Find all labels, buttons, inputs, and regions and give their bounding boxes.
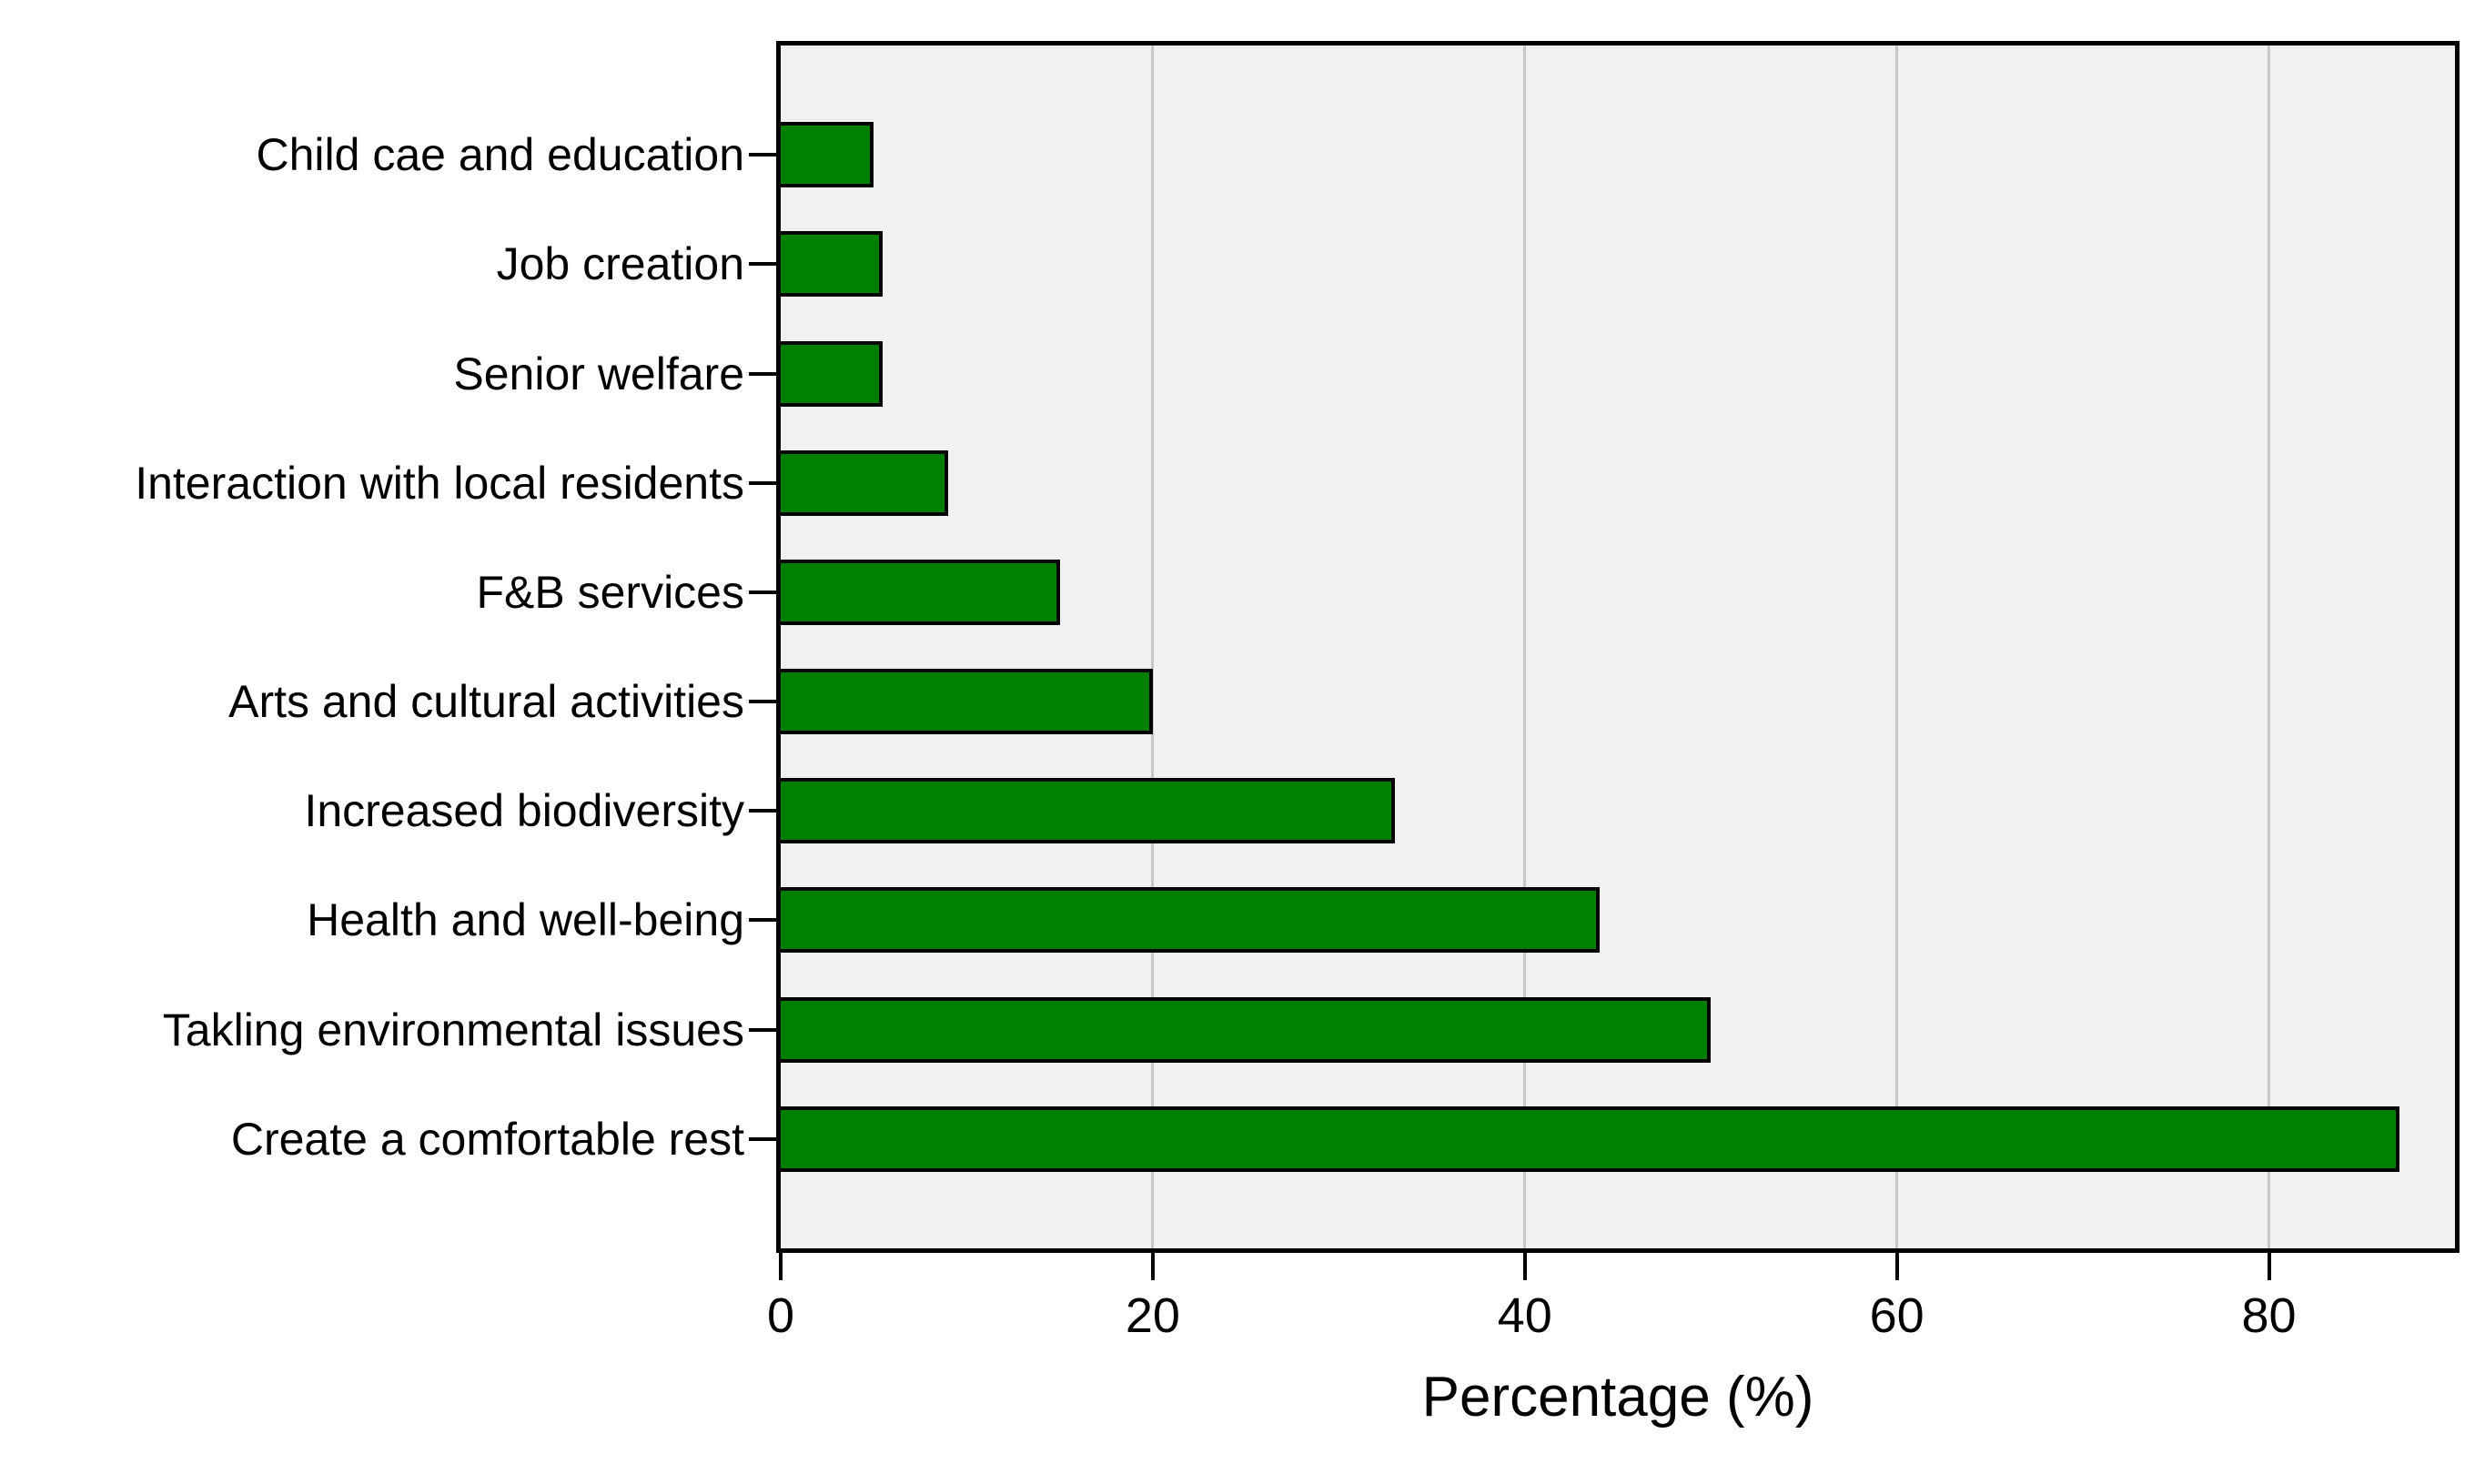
- category-label: Job creation: [496, 238, 744, 290]
- category-label: Arts and cultural activities: [228, 676, 744, 728]
- bar: [781, 231, 884, 298]
- category-label: Create a comfortable rest: [230, 1113, 744, 1165]
- bar: [781, 996, 1712, 1063]
- gridline-40: [1523, 45, 1527, 1248]
- y-tick-mark: [749, 371, 776, 376]
- x-tick-label: 20: [1125, 1288, 1180, 1343]
- bar: [781, 340, 884, 407]
- y-tick-mark: [749, 480, 776, 485]
- x-axis-title: Percentage (%): [1421, 1366, 1814, 1428]
- gridline-60: [1895, 45, 1899, 1248]
- bar: [781, 449, 948, 516]
- x-tick-mark: [1522, 1253, 1527, 1280]
- gridline-20: [1151, 45, 1155, 1248]
- category-label: Increased biodiversity: [304, 785, 744, 837]
- bar: [781, 122, 874, 188]
- y-tick-mark: [749, 1027, 776, 1032]
- bar: [781, 559, 1060, 625]
- y-tick-mark: [749, 1136, 776, 1141]
- x-tick-mark: [2267, 1253, 2271, 1280]
- plot-area: [776, 41, 2460, 1253]
- y-tick-mark: [749, 262, 776, 267]
- x-tick-label: 0: [766, 1288, 795, 1343]
- category-label: Interaction with local residents: [135, 457, 744, 509]
- y-tick-mark: [749, 809, 776, 813]
- bar: [781, 887, 1600, 954]
- category-label: Senior welfare: [453, 348, 744, 399]
- y-tick-mark: [749, 918, 776, 923]
- category-label: Takling environmental issues: [162, 1004, 744, 1055]
- category-label: Child cae and education: [256, 129, 745, 181]
- bar: [781, 778, 1395, 844]
- bar: [781, 669, 1153, 735]
- x-tick-label: 60: [1869, 1288, 1924, 1343]
- x-tick-label: 80: [2241, 1288, 2297, 1343]
- x-tick-mark: [1150, 1253, 1155, 1280]
- x-tick-label: 40: [1497, 1288, 1552, 1343]
- category-label: Health and well-being: [307, 894, 744, 946]
- gridline-80: [2268, 45, 2271, 1248]
- category-label: F&B services: [476, 566, 744, 618]
- y-tick-mark: [749, 700, 776, 704]
- y-tick-mark: [749, 590, 776, 594]
- bar: [781, 1105, 2399, 1172]
- x-tick-mark: [779, 1253, 783, 1280]
- x-tick-mark: [1894, 1253, 1899, 1280]
- y-tick-mark: [749, 153, 776, 157]
